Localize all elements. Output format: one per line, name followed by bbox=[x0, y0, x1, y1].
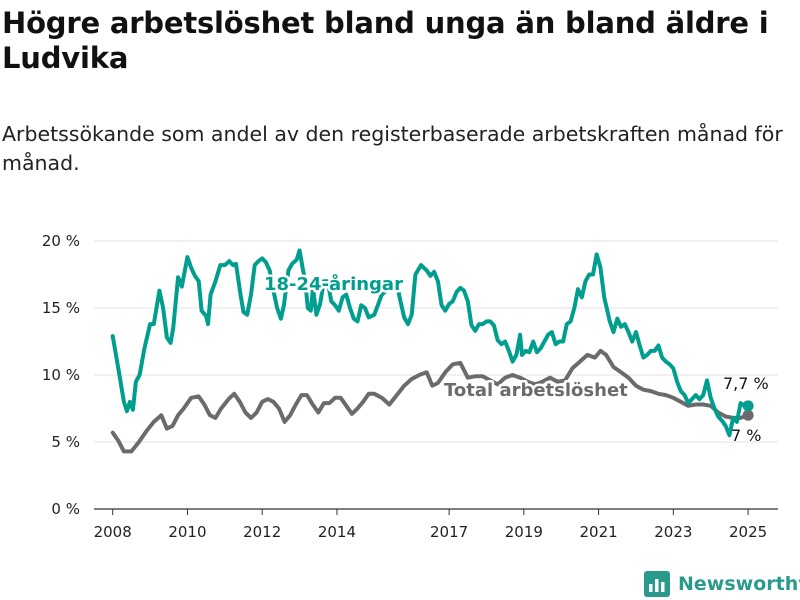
axes: 0 % 5 % 10 % 15 % 20 % 2008 2010 2012 2014 2017 20… bbox=[42, 232, 778, 541]
total-end-value: 7 % bbox=[731, 426, 761, 445]
total-end-point bbox=[742, 409, 754, 421]
chart-subtitle: Arbetssökande som andel av den registerb… bbox=[2, 122, 783, 175]
total-series-label: Total arbetslöshet bbox=[444, 380, 628, 401]
brand-name: Newsworthy bbox=[678, 573, 800, 595]
youth-end-point bbox=[742, 400, 754, 412]
y-tick-label: 15 % bbox=[42, 299, 80, 317]
x-tick-label: 2023 bbox=[654, 523, 692, 541]
y-tick-label: 0 % bbox=[51, 500, 80, 518]
chart-title: Högre arbetslöshet bland unga än bland ä… bbox=[2, 6, 769, 75]
y-tick-label: 20 % bbox=[42, 232, 80, 250]
youth-end-value: 7,7 % bbox=[723, 374, 769, 393]
x-tick-label: 2017 bbox=[430, 523, 468, 541]
x-tick-label: 2025 bbox=[729, 523, 767, 541]
y-tick-label: 10 % bbox=[42, 366, 80, 384]
x-tick-label: 2021 bbox=[579, 523, 617, 541]
youth-series-label-halo: 18-24-åringar bbox=[264, 273, 403, 295]
x-tick-label: 2010 bbox=[168, 523, 206, 541]
total-series-line bbox=[110, 348, 751, 454]
bar-chart-logo-icon bbox=[644, 571, 670, 597]
youth-series-line bbox=[110, 248, 751, 438]
total-series-label-halo: Total arbetslöshet bbox=[444, 380, 628, 401]
y-tick-label: 5 % bbox=[51, 433, 80, 451]
x-tick-label: 2019 bbox=[505, 523, 543, 541]
x-tick-label: 2008 bbox=[94, 523, 132, 541]
brand: Newsworthy bbox=[644, 570, 800, 598]
x-tick-label: 2014 bbox=[318, 523, 356, 541]
grid-lines bbox=[94, 240, 778, 443]
series-lines bbox=[110, 248, 754, 454]
youth-series-label: 18-24-åringar bbox=[264, 273, 403, 295]
x-tick-label: 2012 bbox=[243, 523, 281, 541]
